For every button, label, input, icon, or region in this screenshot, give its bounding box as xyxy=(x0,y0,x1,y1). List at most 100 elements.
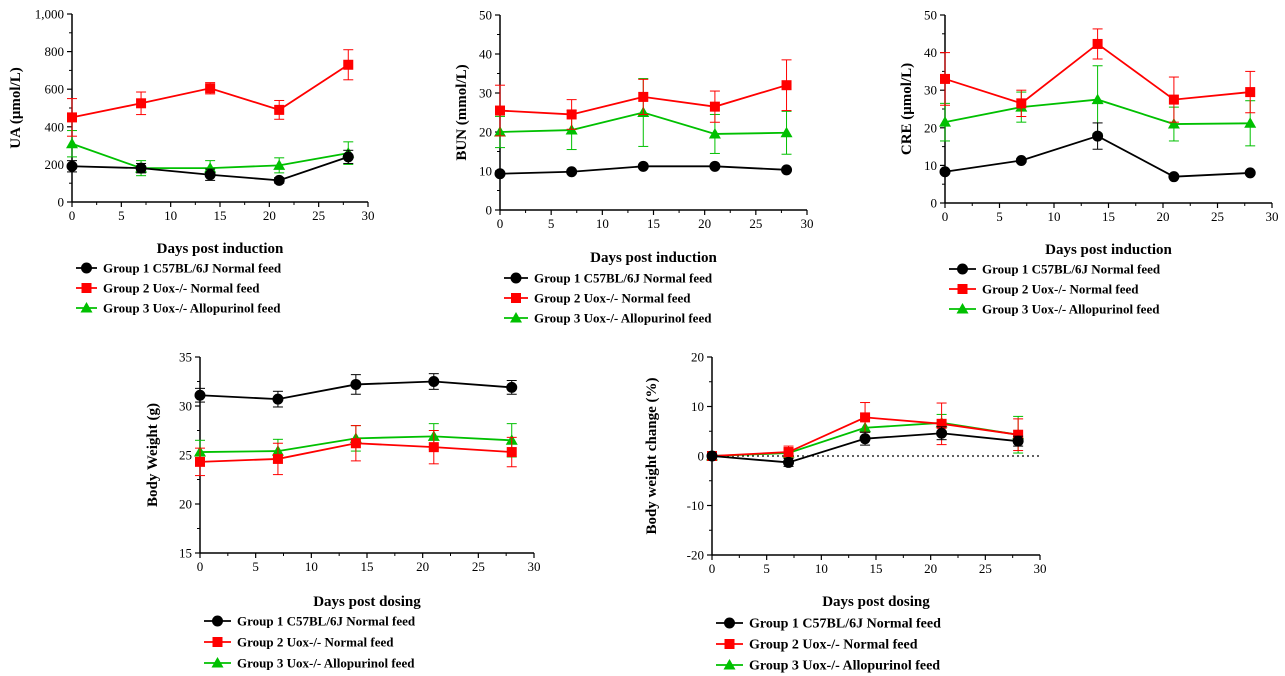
y-tick-label: 0 xyxy=(698,449,705,464)
legend-marker xyxy=(510,312,522,323)
data-point xyxy=(859,433,871,445)
series-1 xyxy=(494,160,793,180)
series-2 xyxy=(67,49,354,137)
data-point xyxy=(1168,94,1179,105)
x-tick-label: 10 xyxy=(1048,209,1061,224)
y-axis-label: Body Weight (g) xyxy=(145,403,161,507)
y-tick-label: 800 xyxy=(45,44,65,59)
legend-entry: Group 2 Uox-/- Normal feed xyxy=(237,635,394,650)
legend-entry: Group 3 Uox-/- Allopurinol feed xyxy=(534,311,712,326)
legend-entry: Group 1 C57BL/6J Normal feed xyxy=(237,614,416,629)
x-tick-label: 30 xyxy=(801,216,814,231)
series-2 xyxy=(707,402,1024,461)
y-axis-label: BUN (mmol/L) xyxy=(454,64,470,160)
data-point xyxy=(350,438,361,449)
legend: Group 1 C57BL/6J Normal feed Group 2 Uox-… xyxy=(949,262,1161,317)
y-tick-label: 50 xyxy=(479,8,492,23)
legend-marker xyxy=(723,659,736,670)
legend-entry: Group 2 Uox-/- Normal feed xyxy=(982,282,1139,297)
data-point xyxy=(709,101,720,112)
x-tick-label: 5 xyxy=(548,216,555,231)
y-tick-label: 10 xyxy=(479,164,492,179)
data-point xyxy=(936,427,948,439)
legend: Group 1 C57BL/6J Normal feed Group 2 Uox-… xyxy=(76,261,282,316)
y-tick-label: 20 xyxy=(924,120,937,135)
x-tick-label: 20 xyxy=(698,216,711,231)
y-tick-label: 35 xyxy=(179,350,192,365)
y-tick-label: 0 xyxy=(931,196,938,211)
data-point xyxy=(1245,87,1256,98)
data-point xyxy=(274,104,285,115)
x-tick-label: 0 xyxy=(197,559,204,574)
x-axis-label: Days post dosing xyxy=(313,594,421,610)
data-point xyxy=(939,166,951,178)
y-tick-label: 15 xyxy=(179,546,192,561)
data-point xyxy=(1013,429,1024,440)
data-point xyxy=(135,162,147,174)
series-1 xyxy=(939,122,1256,183)
x-tick-label: 10 xyxy=(596,216,609,231)
data-point xyxy=(67,112,77,123)
legend-marker xyxy=(212,615,223,627)
data-point xyxy=(637,160,649,172)
data-point xyxy=(1244,117,1257,128)
data-point xyxy=(780,126,793,138)
legend-marker xyxy=(724,639,735,649)
data-point xyxy=(708,127,721,139)
x-tick-label: 5 xyxy=(252,559,259,574)
x-tick-label: 15 xyxy=(870,561,883,576)
x-tick-label: 20 xyxy=(924,561,937,576)
x-axis-label: Days post dosing xyxy=(822,594,930,610)
y-tick-label: 40 xyxy=(924,45,937,60)
data-point xyxy=(66,137,78,149)
x-tick-label: 0 xyxy=(942,209,949,224)
data-point xyxy=(1091,93,1104,105)
y-tick-label: 0 xyxy=(486,203,493,218)
data-point xyxy=(1092,38,1103,49)
y-tick-label: 30 xyxy=(924,83,937,98)
x-tick-label: 5 xyxy=(763,561,770,576)
legend-entry: Group 3 Uox-/- Allopurinol feed xyxy=(749,659,940,674)
data-point xyxy=(272,393,284,405)
legend-marker xyxy=(510,272,522,284)
legend-marker xyxy=(211,657,224,668)
x-tick-label: 30 xyxy=(1266,209,1279,224)
chart-4: 0 5 10 15 20 25 30 15 20 25 30 35 Days post dosing Bo… xyxy=(145,350,541,671)
x-tick-label: 30 xyxy=(528,559,541,574)
x-tick-label: 25 xyxy=(979,561,992,576)
legend-marker xyxy=(212,637,223,647)
data-point xyxy=(566,109,577,120)
data-point xyxy=(342,151,354,163)
x-tick-label: 20 xyxy=(263,208,276,223)
series-2 xyxy=(940,28,1256,123)
x-axis-label: Days post induction xyxy=(157,241,284,257)
data-point xyxy=(706,450,718,462)
y-tick-label: 1,000 xyxy=(35,7,64,22)
y-tick-label: -20 xyxy=(687,548,704,563)
x-tick-label: 5 xyxy=(996,209,1003,224)
data-point xyxy=(860,412,871,423)
x-tick-label: 5 xyxy=(118,208,125,223)
series-2 xyxy=(495,59,792,137)
data-point xyxy=(495,105,505,116)
x-tick-label: 25 xyxy=(749,216,762,231)
y-tick-label: 200 xyxy=(45,157,65,172)
x-tick-label: 20 xyxy=(1157,209,1170,224)
y-tick-label: 30 xyxy=(479,86,492,101)
y-tick-label: -10 xyxy=(687,498,704,513)
data-point xyxy=(566,166,578,178)
x-tick-label: 0 xyxy=(709,561,716,576)
data-point xyxy=(783,447,794,458)
x-axis-label: Days post induction xyxy=(1045,242,1172,258)
x-axis-label: Days post induction xyxy=(590,250,717,266)
legend-marker xyxy=(957,263,968,275)
y-axis-label: UA (μmol/L) xyxy=(8,67,24,148)
y-tick-label: 10 xyxy=(691,399,704,414)
legend-marker xyxy=(80,302,93,313)
legend-marker xyxy=(81,283,92,293)
data-point xyxy=(204,162,217,173)
data-point xyxy=(66,160,78,172)
data-point xyxy=(205,83,216,94)
series-2 xyxy=(195,425,517,477)
